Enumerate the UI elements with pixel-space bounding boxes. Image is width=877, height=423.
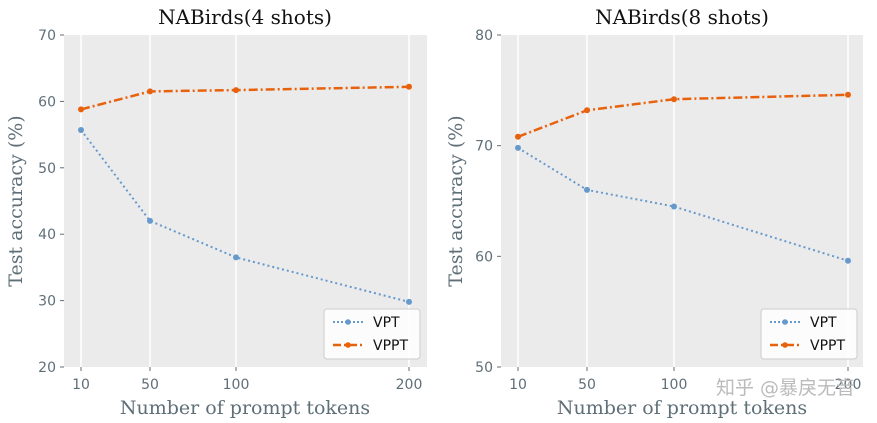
point-vpt-2-0 bbox=[515, 144, 521, 151]
x-tick-label-1-2: 100 bbox=[223, 377, 250, 393]
series-group-1 bbox=[78, 83, 412, 305]
x-tick-label-2-1: 50 bbox=[578, 377, 596, 393]
legend-marker-vppt-1 bbox=[345, 342, 351, 348]
point-vppt-2-2 bbox=[671, 96, 677, 103]
series-line-vppt-2 bbox=[517, 93, 849, 138]
y-tick-label-1-4: 60 bbox=[38, 94, 56, 110]
series-line-vpt-2 bbox=[517, 147, 849, 262]
legend-marker-vppt-2 bbox=[782, 342, 788, 348]
chart-panel-2: 10 50 100 200 50 60 70 80 NABirds(8 shots) Numb… bbox=[445, 5, 863, 419]
point-vppt-2-3 bbox=[845, 91, 851, 98]
ticks-1: 10 50 100 200 20 30 40 50 60 70 bbox=[38, 28, 422, 393]
y-axis-label-2: Test accuracy (%) bbox=[445, 115, 467, 286]
point-vppt-2-1 bbox=[584, 107, 590, 114]
chart-title-1: NABirds(4 shots) bbox=[158, 5, 332, 29]
y-tick-label-2-2: 70 bbox=[475, 139, 493, 155]
legend-label-vppt-2: VPPT bbox=[810, 338, 845, 354]
point-vpt-1-2 bbox=[233, 254, 239, 261]
point-vpt-2-2 bbox=[671, 203, 677, 210]
y-tick-label-1-2: 40 bbox=[38, 227, 56, 243]
point-vpt-1-1 bbox=[147, 217, 153, 224]
y-tick-label-2-0: 50 bbox=[475, 360, 493, 376]
point-vpt-1-3 bbox=[406, 298, 412, 305]
point-vpt-2-1 bbox=[584, 186, 590, 193]
x-axis-label-1: Number of prompt tokens bbox=[120, 397, 370, 419]
point-vppt-2-0 bbox=[515, 133, 521, 140]
legend-label-vppt-1: VPPT bbox=[373, 338, 408, 354]
point-vpt-1-0 bbox=[78, 127, 84, 133]
x-tick-label-1-1: 50 bbox=[141, 377, 159, 393]
x-tick-label-2-2: 100 bbox=[661, 377, 688, 393]
y-tick-label-1-5: 70 bbox=[38, 28, 56, 44]
point-vppt-1-1 bbox=[147, 88, 153, 95]
y-tick-label-1-1: 30 bbox=[38, 294, 56, 310]
series-line-vppt-1 bbox=[80, 85, 410, 111]
legend-2: VPT VPPT bbox=[760, 308, 858, 360]
legend-label-vpt-1: VPT bbox=[373, 315, 400, 331]
y-tick-label-1-0: 20 bbox=[38, 360, 56, 376]
legend-1: VPT VPPT bbox=[323, 308, 421, 360]
y-axis-label-1: Test accuracy (%) bbox=[5, 115, 27, 286]
ticks-2: 10 50 100 200 50 60 70 80 bbox=[475, 28, 861, 393]
watermark: 知乎 @暴戾无音 bbox=[716, 377, 855, 399]
y-tick-label-2-3: 80 bbox=[475, 28, 493, 44]
y-tick-label-1-3: 50 bbox=[38, 161, 56, 177]
x-tick-label-2-3: 200 bbox=[835, 377, 862, 393]
point-vppt-1-2 bbox=[233, 87, 239, 94]
chart-title-2: NABirds(8 shots) bbox=[595, 5, 769, 29]
legend-label-vpt-2: VPT bbox=[810, 315, 837, 331]
x-tick-label-2-0: 10 bbox=[509, 377, 527, 393]
y-tick-label-2-1: 60 bbox=[475, 249, 493, 265]
legend-marker-vpt-2 bbox=[782, 319, 788, 325]
series-line-vpt-1 bbox=[80, 129, 410, 303]
x-axis-label-2: Number of prompt tokens bbox=[557, 397, 807, 419]
x-tick-label-1-0: 10 bbox=[72, 377, 90, 393]
series-group-2 bbox=[515, 91, 851, 264]
point-vpt-2-3 bbox=[845, 257, 851, 264]
x-tick-label-1-3: 200 bbox=[396, 377, 423, 393]
legend-marker-vpt-1 bbox=[345, 319, 351, 325]
point-vppt-1-3 bbox=[406, 83, 412, 90]
point-vppt-1-0 bbox=[78, 106, 84, 113]
